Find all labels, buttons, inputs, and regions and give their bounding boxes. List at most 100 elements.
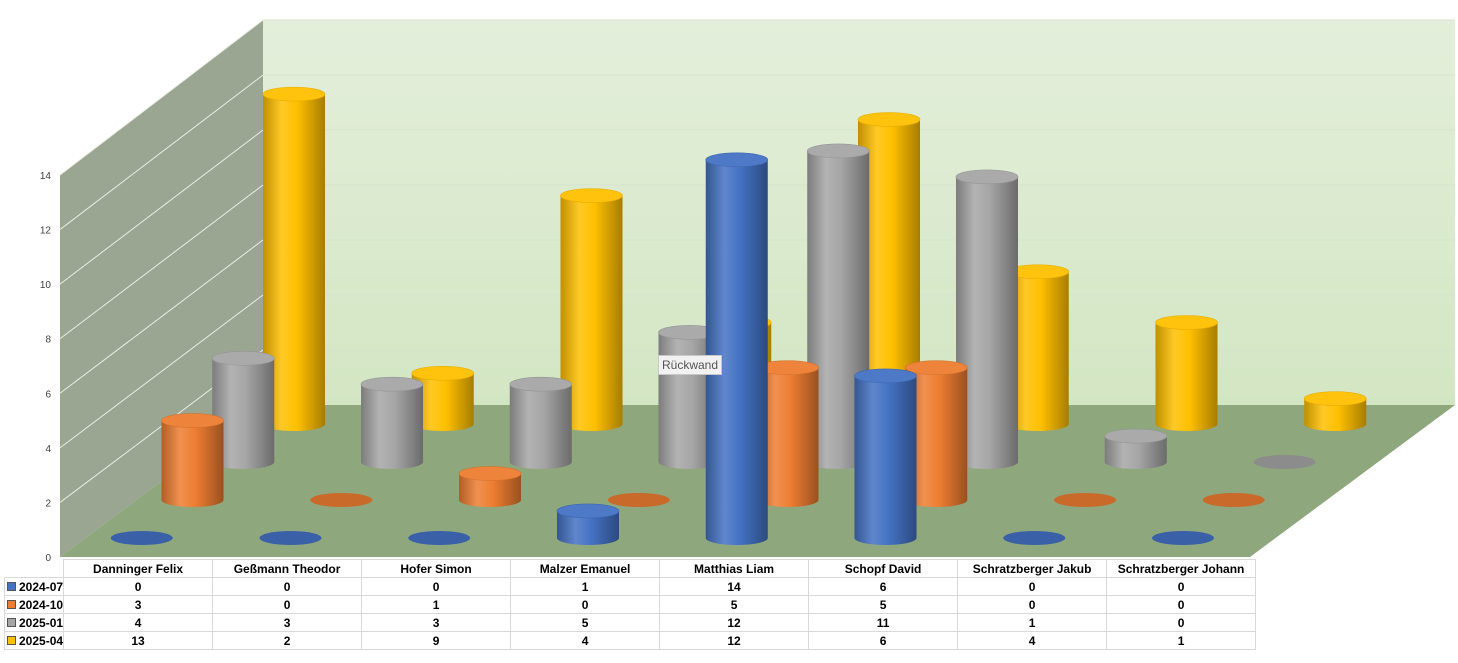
bar	[560, 188, 623, 431]
bar-body	[854, 375, 917, 545]
bar	[259, 531, 322, 545]
bar	[1303, 391, 1367, 431]
y-tick-label: 2	[45, 498, 51, 509]
category-label: Hofer Simon	[361, 559, 512, 578]
bar-body	[361, 384, 423, 469]
gridline-side	[59, 129, 264, 285]
data-label: 0	[63, 577, 214, 596]
data-label: 12	[659, 631, 810, 650]
data-label: 0	[1106, 595, 1257, 614]
category-label: Malzer Emanuel	[510, 559, 661, 578]
category-label: Schopf David	[808, 559, 959, 578]
bar-top	[509, 376, 573, 392]
table-row: 2025-04 13 2 9 4 12 6 4 1	[3, 631, 1257, 650]
data-label: 1	[361, 595, 512, 614]
data-label: 5	[808, 595, 959, 614]
table-row: 2024-07 0 0 0 1 14 6 0 0	[3, 577, 1257, 596]
y-tick-label: 14	[40, 171, 52, 182]
bar-body	[1155, 322, 1218, 431]
series-name: 2025-01	[19, 615, 64, 630]
y-tick-label: 12	[40, 226, 52, 237]
bar-top	[857, 112, 921, 127]
table-row: 2024-10 3 0 1 0 5 5 0 0	[3, 595, 1257, 614]
bar	[1202, 493, 1265, 507]
data-label: 6	[808, 631, 959, 650]
legend-entry: 2024-10	[3, 595, 65, 614]
bar	[756, 360, 819, 507]
bar-body	[1304, 398, 1367, 431]
legend-entry: 2025-01	[3, 613, 65, 632]
series-name: 2024-10	[19, 597, 64, 612]
data-label: 0	[361, 577, 512, 596]
legend-entry: 2024-07	[3, 577, 65, 596]
data-label: 6	[808, 577, 959, 596]
bar-top	[955, 169, 1019, 185]
bar	[705, 152, 769, 545]
y-tick-label: 0	[45, 553, 51, 564]
data-label: 3	[212, 613, 363, 632]
bar	[411, 365, 475, 431]
bar-body	[858, 119, 920, 432]
bar	[211, 351, 275, 469]
data-label: 1	[1106, 631, 1257, 650]
data-label: 1	[510, 577, 661, 596]
bar-top	[904, 360, 968, 375]
data-label: 0	[212, 577, 363, 596]
data-label: 0	[957, 595, 1108, 614]
bar-body	[509, 384, 572, 469]
data-label: 0	[1106, 577, 1257, 596]
table-corner	[5, 560, 64, 578]
bar	[262, 86, 326, 431]
y-tick-label: 8	[45, 335, 51, 346]
data-label: 11	[808, 613, 959, 632]
bar-top	[211, 351, 275, 366]
bar-body	[411, 373, 474, 431]
gridline-side	[59, 184, 264, 340]
bar	[110, 531, 173, 545]
bar	[556, 503, 620, 545]
data-label: 3	[63, 595, 214, 614]
bar	[408, 531, 471, 545]
bar	[857, 112, 921, 432]
category-label: Schratzberger Johann	[1106, 559, 1257, 578]
bar-body	[905, 367, 968, 507]
bar-body	[459, 473, 521, 507]
bar-top	[705, 152, 769, 168]
category-label: Geßmann Theodor	[212, 559, 363, 578]
bar-top	[262, 86, 326, 102]
data-label: 12	[659, 613, 810, 632]
bar	[458, 466, 522, 507]
bar-base	[1152, 531, 1214, 545]
bar-top	[161, 413, 224, 428]
bar-body	[705, 159, 768, 545]
bar-base	[310, 493, 373, 507]
gridline-side	[59, 19, 264, 176]
data-label: 0	[212, 595, 363, 614]
bar	[607, 493, 670, 507]
data-label: 14	[659, 577, 810, 596]
legend-key	[7, 635, 16, 645]
data-label: 3	[361, 613, 512, 632]
legend-key	[7, 599, 16, 609]
bar-body	[1006, 271, 1069, 431]
bar	[310, 493, 373, 507]
bar	[1104, 428, 1168, 469]
bar-base	[1253, 455, 1316, 469]
bar-top	[806, 143, 870, 159]
bar	[1054, 493, 1116, 507]
bar-body	[557, 510, 619, 545]
data-label: 13	[63, 631, 214, 650]
gridline-side	[59, 239, 264, 394]
bar	[1006, 264, 1070, 431]
category-label: Matthias Liam	[659, 559, 810, 578]
bar-base	[259, 531, 322, 545]
bar-base	[408, 531, 471, 545]
bar-body	[1104, 436, 1167, 469]
bar-body	[161, 420, 224, 507]
chart-tooltip: Rückwand	[658, 355, 723, 375]
y-tick-label: 4	[45, 444, 51, 455]
bar-base	[110, 531, 173, 545]
y-axis: 0 2 4 6 8 10 12 14	[40, 171, 52, 564]
category-label: Schratzberger Jakub	[957, 559, 1108, 578]
